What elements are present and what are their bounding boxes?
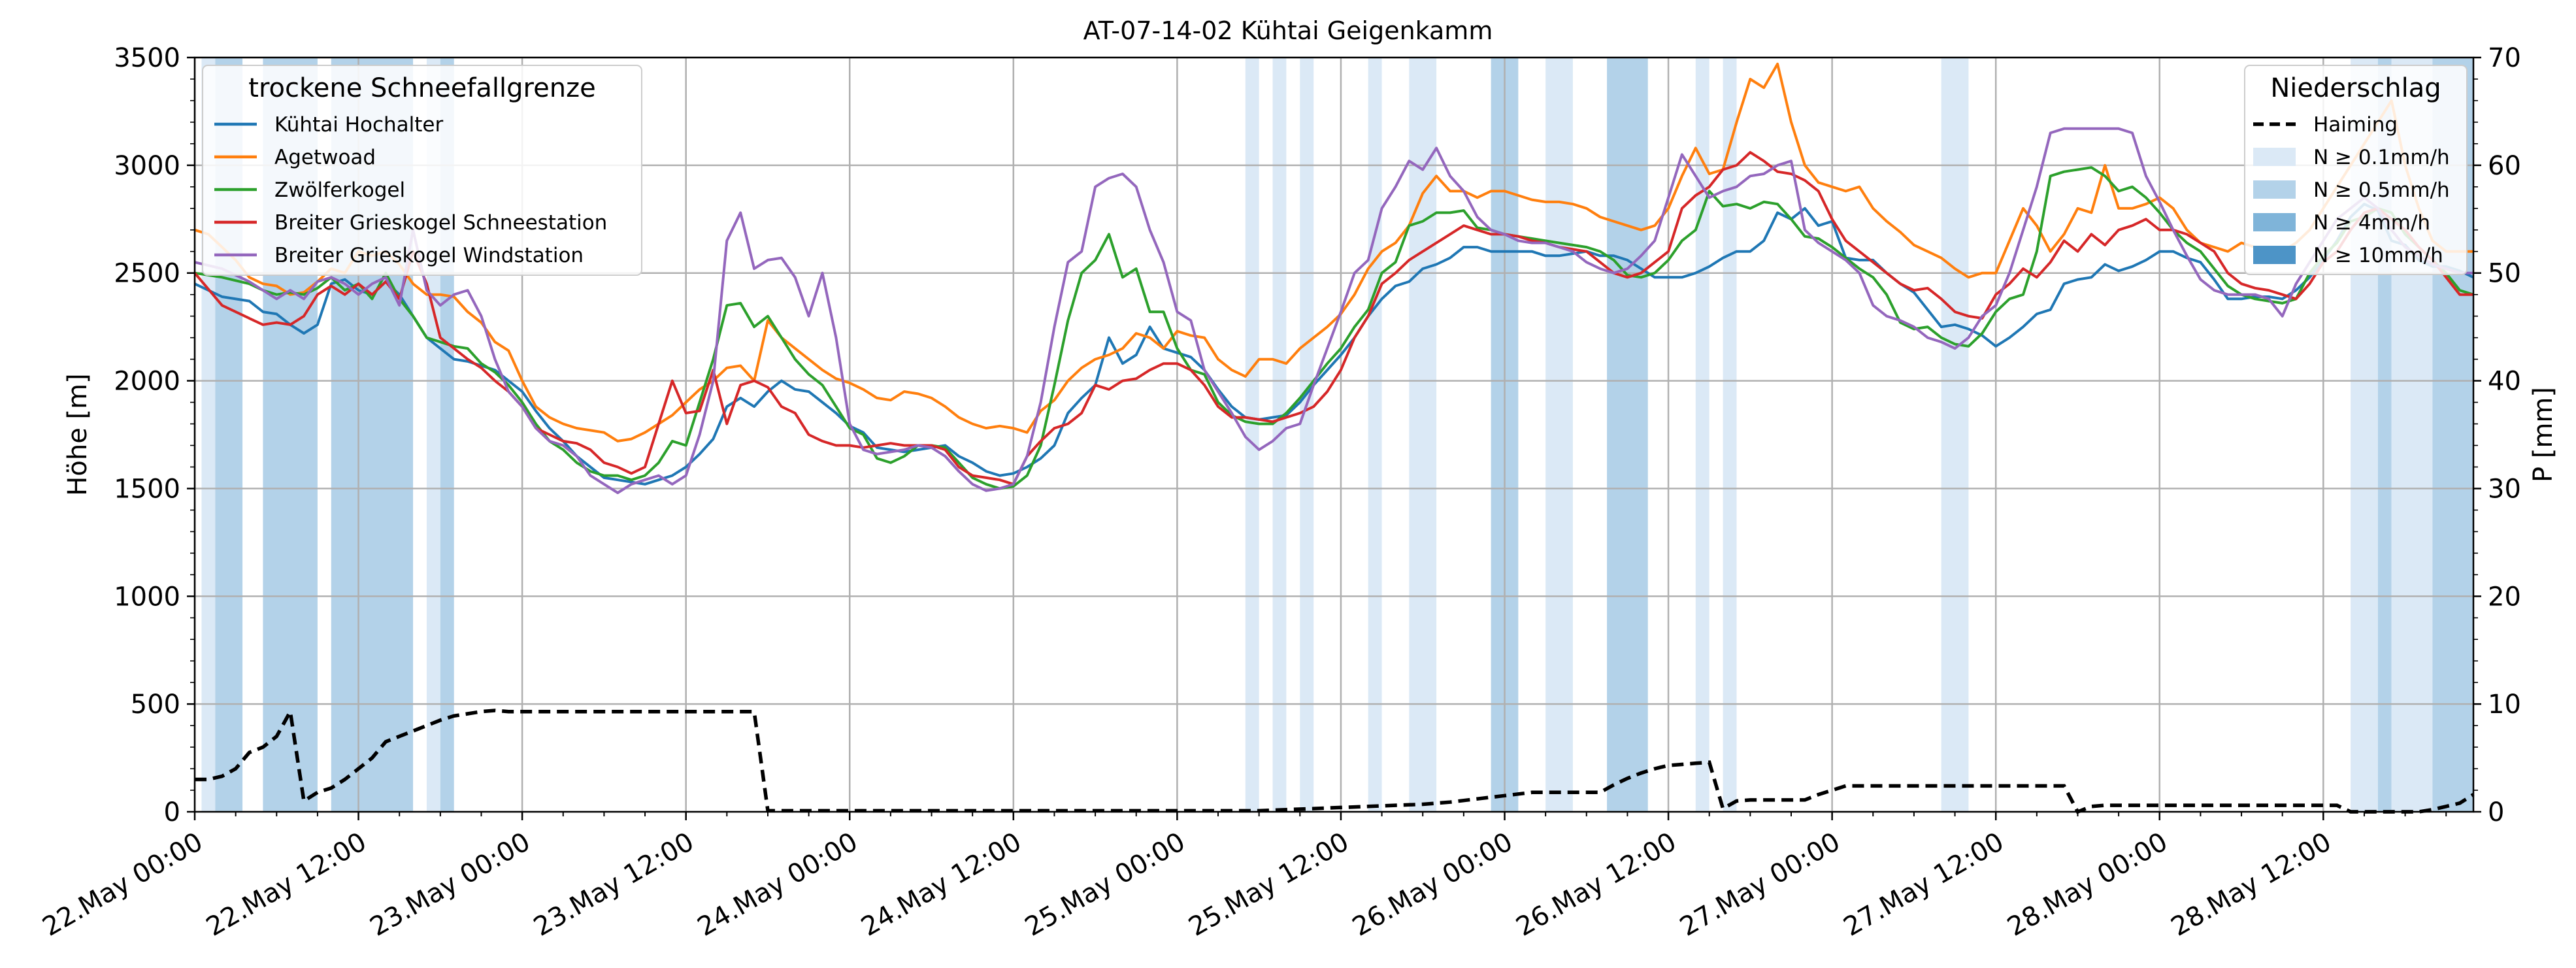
y-tick-label: 3500 — [114, 43, 180, 73]
legend-left-title: trockene Schneefallgrenze — [248, 73, 595, 103]
y2-tick-label: 40 — [2488, 367, 2521, 397]
legend-right-swatch — [2253, 180, 2296, 199]
series-line-breiter-grieskogel-schneestation — [193, 151, 2473, 486]
legend-left-label: Agetwoad — [274, 146, 376, 169]
legend-left-box — [202, 65, 642, 276]
legend-left: trockene Schneefallgrenze Kühtai Hochalt… — [202, 65, 642, 276]
precip-line-haiming — [195, 706, 2475, 814]
precip-band-14 — [1695, 58, 1709, 812]
y2-tick-label: 50 — [2488, 259, 2521, 289]
series-line-zw-lferkogel — [194, 166, 2474, 490]
y-tick-label: 2000 — [114, 367, 180, 397]
precip-band-13 — [1607, 58, 1648, 812]
y2-tick-label: 20 — [2488, 582, 2521, 612]
y2-tick-label: 10 — [2488, 690, 2521, 720]
legend-right-entries: Haiming N ≥ 0.1mm/h N ≥ 0.5mm/h N ≥ 4mm/h N … — [2253, 113, 2450, 267]
y-tick-label: 1000 — [114, 582, 180, 612]
legend-left-label: Breiter Grieskogel Schneestation — [274, 211, 607, 235]
plot-frame — [193, 56, 2475, 813]
precipitation-line-group — [195, 706, 2475, 814]
legend-left-label: Zwölferkogel — [274, 178, 405, 202]
y-tick-label: 3000 — [114, 151, 180, 181]
chart-title: AT-07-14-02 Kühtai Geigenkamm — [1083, 16, 1493, 45]
series-line-breiter-grieskogel-windstation — [194, 127, 2473, 494]
y2-tick-label: 70 — [2488, 43, 2521, 73]
legend-right: Niederschlag Haiming N ≥ 0.1mm/h N ≥ 0.5mm… — [2244, 65, 2468, 275]
y2-axis-label: P [mm] — [2528, 387, 2558, 482]
precip-band-12 — [1545, 58, 1573, 812]
y2-tick-label: 30 — [2488, 474, 2521, 504]
legend-right-label: N ≥ 0.5mm/h — [2313, 178, 2450, 202]
legend-right-title: Niederschlag — [2270, 73, 2441, 103]
legend-right-swatch — [2253, 148, 2296, 166]
legend-left-label: Breiter Grieskogel Windstation — [274, 244, 584, 267]
precip-band-16 — [1941, 58, 1969, 812]
legend-left-label: Kühtai Hochalter — [274, 113, 444, 137]
y-axis-label: Höhe [m] — [63, 373, 93, 495]
legend-right-label: N ≥ 10mm/h — [2313, 244, 2443, 267]
legend-left-entries: Kühtai Hochalter Agetwoad Zwölferkogel Brei… — [214, 113, 607, 267]
y2-tick-label: 60 — [2488, 151, 2521, 181]
legend-right-label: N ≥ 4mm/h — [2313, 211, 2430, 235]
legend-right-label: Haiming — [2313, 113, 2398, 137]
series-lines — [193, 62, 2474, 494]
y2-tick-label: 0 — [2488, 797, 2504, 827]
y-tick-label: 0 — [164, 797, 180, 827]
y-tick-label: 500 — [131, 690, 180, 720]
legend-right-swatch — [2253, 213, 2296, 231]
precip-band-9 — [1368, 58, 1382, 812]
legend-right-box — [2244, 65, 2468, 275]
legend-right-label: N ≥ 0.1mm/h — [2313, 146, 2450, 169]
precip-band-6 — [1245, 58, 1259, 812]
precip-band-15 — [1723, 58, 1737, 812]
y-tick-label: 2500 — [114, 259, 180, 289]
y-tick-label: 1500 — [114, 474, 180, 504]
precip-band-8 — [1300, 58, 1314, 812]
legend-right-swatch — [2253, 246, 2296, 264]
series-line-agetwoad — [194, 62, 2473, 442]
